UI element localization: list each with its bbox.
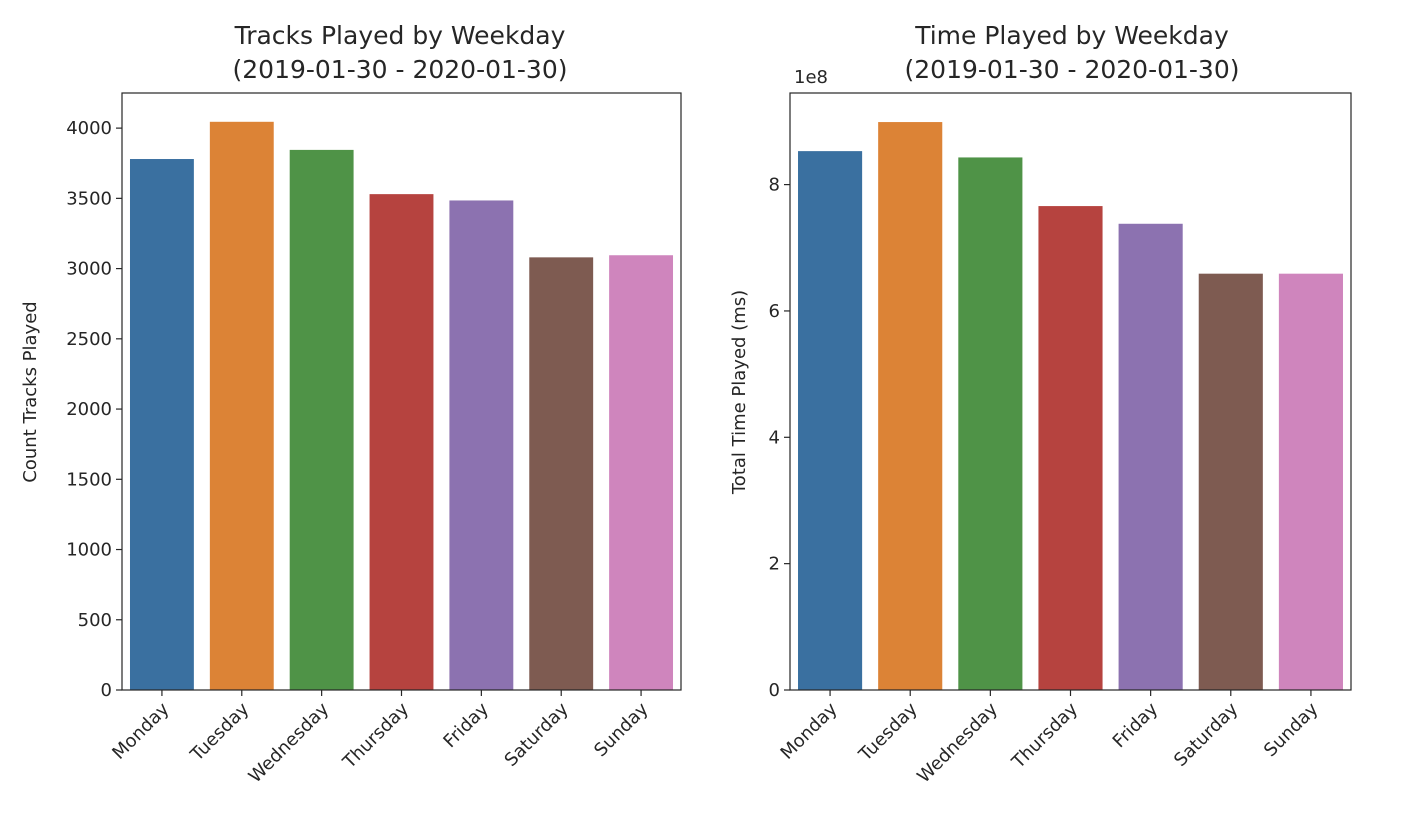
y-tick-label: 4 xyxy=(769,427,780,448)
y-tick-label: 500 xyxy=(78,610,112,631)
y-tick-label: 0 xyxy=(101,680,112,701)
y-tick-label: 1500 xyxy=(66,469,112,490)
bar-monday xyxy=(798,151,863,691)
bar-friday xyxy=(449,200,514,690)
y-tick-label: 3000 xyxy=(66,259,112,280)
bar-thursday xyxy=(1038,206,1103,691)
tracks-played-chart: Tracks Played by Weekday (2019-01-30 - 2… xyxy=(20,21,682,787)
bar-tuesday xyxy=(878,122,943,691)
bars xyxy=(798,122,1343,691)
y-axis-label: Count Tracks Played xyxy=(20,301,41,482)
plot-frame xyxy=(121,92,682,691)
y-tick-label: 8 xyxy=(769,175,780,196)
y-axis-label: Total Time Played (ms) xyxy=(729,290,750,495)
y-axis-offset-label: 1e8 xyxy=(794,67,828,88)
bar-tuesday xyxy=(209,121,274,691)
bars xyxy=(129,121,674,691)
bar-sunday xyxy=(609,255,674,690)
bar-saturday xyxy=(529,257,594,690)
y-tick-label: 6 xyxy=(769,301,780,322)
y-tick-label: 2000 xyxy=(66,399,112,420)
bar-wednesday xyxy=(289,149,354,690)
y-tick-label: 3500 xyxy=(66,188,112,209)
bar-thursday xyxy=(369,194,434,690)
chart-title-line2: (2019-01-30 - 2020-01-30) xyxy=(233,55,568,84)
chart-title-line1: Tracks Played by Weekday xyxy=(234,21,566,50)
chart-title-line1: Time Played by Weekday xyxy=(914,21,1229,50)
y-tick-label: 0 xyxy=(769,680,780,701)
bar-monday xyxy=(129,159,194,690)
bar-saturday xyxy=(1198,273,1263,690)
chart-title-line2: (2019-01-30 - 2020-01-30) xyxy=(905,55,1240,84)
bar-wednesday xyxy=(958,157,1023,690)
bar-sunday xyxy=(1278,273,1343,690)
y-tick-label: 2 xyxy=(769,554,780,575)
plot-frame xyxy=(789,92,1352,691)
bar-friday xyxy=(1118,223,1183,690)
y-tick-label: 4000 xyxy=(66,118,112,139)
y-tick-label: 1000 xyxy=(66,540,112,561)
y-tick-label: 2500 xyxy=(66,329,112,350)
